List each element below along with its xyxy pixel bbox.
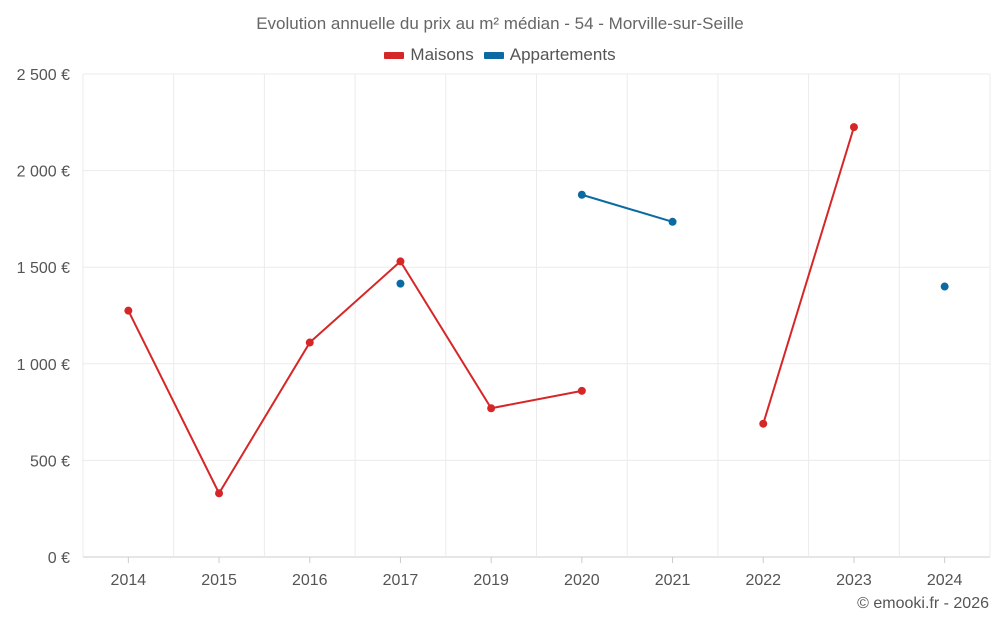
x-tick-label: 2017 xyxy=(383,572,419,589)
x-tick-label: 2019 xyxy=(473,572,509,589)
legend-item-appartements[interactable]: Appartements xyxy=(483,45,616,65)
data-point-appartements xyxy=(940,282,949,291)
y-tick-label: 0 € xyxy=(48,550,70,567)
x-tick-label: 2021 xyxy=(655,572,691,589)
data-point-maisons xyxy=(396,257,405,266)
legend-swatch-maisons xyxy=(384,51,405,59)
chart-title: Evolution annuelle du prix au m² médian … xyxy=(256,14,744,33)
legend: Maisons Appartements xyxy=(0,45,1000,65)
data-point-maisons xyxy=(487,404,496,413)
data-point-maisons xyxy=(305,338,314,347)
x-tick-label: 2022 xyxy=(745,572,781,589)
data-point-appartements xyxy=(577,190,586,199)
y-tick-label: 1 000 € xyxy=(17,357,70,374)
data-point-maisons xyxy=(577,386,586,395)
legend-swatch-appartements xyxy=(483,51,504,59)
data-point-maisons xyxy=(124,306,133,315)
data-point-appartements xyxy=(668,217,677,226)
legend-label-appartements: Appartements xyxy=(509,45,616,64)
x-tick-label: 2024 xyxy=(927,572,963,589)
series-line-maisons xyxy=(762,126,855,424)
x-tick-label: 2014 xyxy=(111,572,147,589)
data-point-maisons xyxy=(849,123,858,132)
x-tick-label: 2015 xyxy=(201,572,237,589)
credit-text: © emooki.fr - 2026 xyxy=(857,595,989,612)
y-tick-label: 2 000 € xyxy=(17,164,70,181)
x-tick-label: 2016 xyxy=(292,572,328,589)
legend-label-maisons: Maisons xyxy=(410,45,474,64)
data-point-maisons xyxy=(215,489,224,498)
x-tick-label: 2023 xyxy=(836,572,872,589)
y-tick-label: 1 500 € xyxy=(17,260,70,277)
y-tick-label: 2 500 € xyxy=(17,67,70,84)
series-line-appartements xyxy=(581,193,673,223)
data-point-appartements xyxy=(396,279,405,288)
y-tick-label: 500 € xyxy=(30,453,70,470)
data-point-maisons xyxy=(759,419,768,428)
series-line-maisons xyxy=(127,260,583,495)
legend-item-maisons[interactable]: Maisons xyxy=(384,45,474,65)
x-tick-label: 2020 xyxy=(564,572,600,589)
